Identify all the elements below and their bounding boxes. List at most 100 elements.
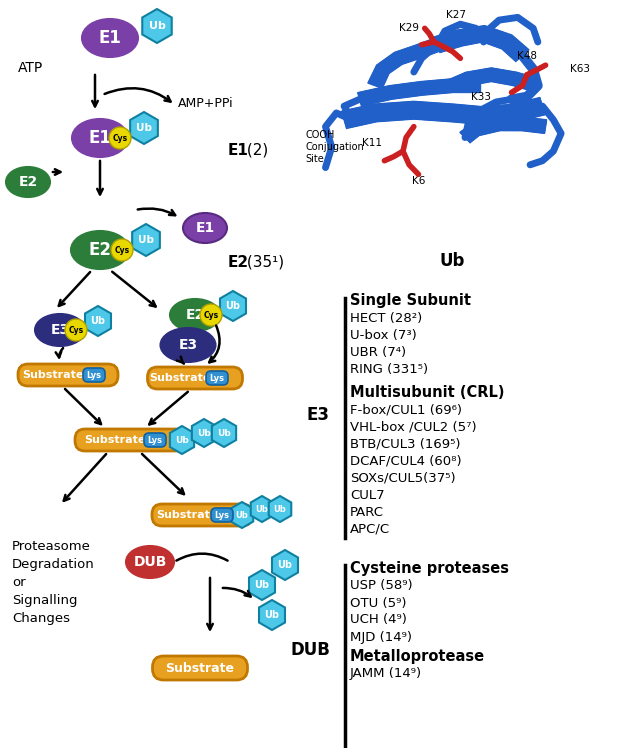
Text: E1: E1: [89, 129, 112, 147]
Text: Ub: Ub: [91, 316, 105, 326]
Text: Metalloprotease: Metalloprotease: [350, 649, 485, 663]
Ellipse shape: [183, 213, 227, 243]
Ellipse shape: [72, 119, 128, 157]
Polygon shape: [132, 224, 160, 256]
Text: E2: E2: [19, 175, 38, 189]
FancyBboxPatch shape: [153, 656, 247, 680]
Text: Substrate: Substrate: [84, 435, 146, 445]
Polygon shape: [434, 25, 529, 61]
Text: Ub: Ub: [175, 435, 189, 444]
Polygon shape: [358, 79, 480, 106]
Circle shape: [200, 304, 222, 326]
FancyBboxPatch shape: [152, 504, 252, 526]
Text: Ub: Ub: [136, 123, 152, 133]
Text: COOH
Conjugation
Site: COOH Conjugation Site: [305, 129, 364, 165]
Text: E1: E1: [228, 143, 249, 158]
Circle shape: [109, 127, 131, 149]
Polygon shape: [268, 496, 291, 522]
Text: ATP: ATP: [18, 61, 43, 75]
FancyBboxPatch shape: [211, 508, 233, 522]
Text: Multisubunit (CRL): Multisubunit (CRL): [350, 384, 505, 399]
Text: Cys: Cys: [68, 325, 84, 334]
Text: K33: K33: [471, 91, 490, 102]
Polygon shape: [130, 112, 158, 144]
Text: Ub: Ub: [278, 560, 293, 570]
Polygon shape: [249, 570, 275, 600]
Circle shape: [65, 319, 87, 341]
Text: Cys: Cys: [112, 133, 128, 143]
Text: Substrate: Substrate: [149, 373, 211, 383]
Text: K29: K29: [399, 23, 419, 34]
Polygon shape: [212, 419, 236, 447]
Text: K11: K11: [362, 138, 382, 148]
Text: AMP+PPi: AMP+PPi: [178, 96, 234, 109]
Text: UBR (7⁴): UBR (7⁴): [350, 346, 406, 358]
FancyBboxPatch shape: [206, 371, 228, 385]
Text: Substrate: Substrate: [156, 510, 218, 520]
Text: Lys: Lys: [148, 435, 162, 444]
Text: (35¹): (35¹): [242, 254, 284, 269]
Text: Single Subunit: Single Subunit: [350, 292, 471, 307]
Text: F-box/CUL1 (69⁶): F-box/CUL1 (69⁶): [350, 403, 462, 417]
Polygon shape: [449, 68, 540, 92]
Text: E1: E1: [99, 29, 122, 47]
Text: Substrate: Substrate: [22, 370, 84, 380]
Polygon shape: [142, 9, 172, 43]
Polygon shape: [259, 600, 285, 630]
Text: U-box (7³): U-box (7³): [350, 328, 417, 342]
Ellipse shape: [82, 19, 138, 57]
Text: Ub: Ub: [265, 610, 280, 620]
Text: Cys: Cys: [115, 245, 130, 254]
Text: Ub: Ub: [217, 429, 231, 438]
FancyBboxPatch shape: [83, 368, 105, 382]
Text: MJD (14⁹): MJD (14⁹): [350, 631, 412, 643]
Text: DCAF/CUL4 (60⁸): DCAF/CUL4 (60⁸): [350, 455, 462, 468]
Text: OTU (5⁹): OTU (5⁹): [350, 596, 407, 610]
Ellipse shape: [6, 167, 50, 197]
Text: E3: E3: [307, 406, 330, 424]
Circle shape: [111, 239, 133, 261]
Text: E3: E3: [179, 338, 198, 352]
Text: Cysteine proteases: Cysteine proteases: [350, 560, 509, 575]
Text: K27: K27: [446, 10, 466, 19]
Text: Ub: Ub: [226, 301, 241, 311]
FancyBboxPatch shape: [18, 364, 118, 386]
Text: Ub: Ub: [197, 429, 211, 438]
Polygon shape: [368, 38, 440, 88]
Text: Proteasome
Degradation
or
Signalling
Changes: Proteasome Degradation or Signalling Cha…: [12, 540, 95, 625]
Text: Ub: Ub: [273, 504, 286, 513]
Ellipse shape: [126, 546, 174, 578]
Polygon shape: [272, 550, 298, 580]
Text: Lys: Lys: [210, 373, 224, 382]
FancyBboxPatch shape: [75, 429, 185, 451]
Text: K63: K63: [570, 64, 590, 74]
Text: VHL-box /CUL2 (5⁷): VHL-box /CUL2 (5⁷): [350, 420, 477, 434]
Text: JAMM (14⁹): JAMM (14⁹): [350, 666, 422, 679]
Text: Ub: Ub: [440, 252, 465, 270]
Text: E1: E1: [195, 221, 215, 235]
Text: DUB: DUB: [290, 641, 330, 659]
Text: BTB/CUL3 (169⁵): BTB/CUL3 (169⁵): [350, 438, 461, 450]
Polygon shape: [170, 426, 194, 454]
Text: E3: E3: [50, 323, 69, 337]
Text: PARC: PARC: [350, 506, 384, 518]
Text: Ub: Ub: [138, 235, 154, 245]
Ellipse shape: [35, 314, 85, 346]
Polygon shape: [250, 496, 273, 522]
Polygon shape: [85, 306, 111, 336]
Text: E2: E2: [89, 241, 112, 259]
Text: E2: E2: [228, 254, 249, 269]
Polygon shape: [220, 291, 246, 321]
Text: (2): (2): [242, 143, 268, 158]
Text: CUL7: CUL7: [350, 488, 384, 501]
Text: HECT (28²): HECT (28²): [350, 311, 422, 325]
Ellipse shape: [170, 299, 220, 331]
Text: RING (331⁵): RING (331⁵): [350, 363, 428, 375]
Polygon shape: [460, 117, 547, 143]
Ellipse shape: [71, 231, 129, 269]
Ellipse shape: [161, 328, 216, 362]
Text: Ub: Ub: [149, 21, 166, 31]
FancyBboxPatch shape: [144, 433, 166, 447]
Text: Cys: Cys: [203, 310, 219, 319]
Text: K48: K48: [517, 51, 537, 61]
